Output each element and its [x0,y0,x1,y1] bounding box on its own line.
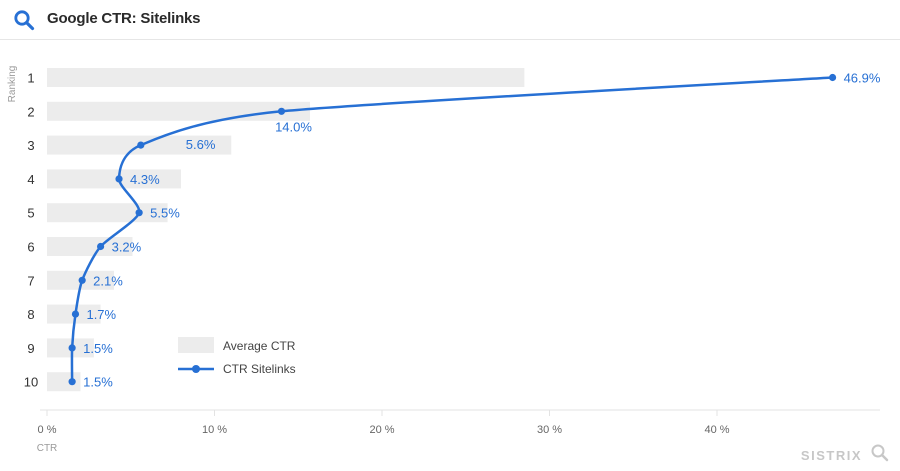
ranking-label-5: 5 [27,206,34,221]
ctr-sitelinks-point-3 [137,141,145,149]
ctr-sitelinks-label-3: 5.6% [186,137,216,152]
ranking-label-6: 6 [27,240,34,255]
ranking-label-4: 4 [27,172,34,187]
ctr-sitelinks-label-6: 3.2% [112,240,142,255]
chart-title: Google CTR: Sitelinks [47,10,201,27]
x-tick-label-0: 0 % [38,424,57,436]
ranking-label-8: 8 [27,307,34,322]
average-ctr-bar-6 [47,237,133,256]
ranking-label-2: 2 [27,104,34,119]
ctr-sitelinks-point-4 [115,175,123,183]
ranking-label-7: 7 [27,273,34,288]
chart-header: Google CTR: Sitelinks [0,0,900,40]
x-axis-title: CTR [37,443,58,454]
ranking-label-3: 3 [27,138,34,153]
legend-ctr-sitelinks-label: CTR Sitelinks [223,362,296,376]
legend-average-ctr-swatch [178,337,214,353]
legend-average-ctr-label: Average CTR [223,339,296,353]
ctr-sitelinks-point-8 [71,310,80,318]
ctr-sitelinks-label-10: 1.5% [83,375,113,390]
average-ctr-bar-1 [47,68,525,87]
x-tick-label-20: 20 % [369,424,394,436]
ranking-label-10: 10 [24,375,38,390]
y-axis-title: Ranking [7,66,18,103]
ctr-sitelinks-point-7 [78,276,86,284]
ctr-sitelinks-label-5: 5.5% [150,206,180,221]
ranking-label-9: 9 [27,341,34,356]
x-tick-label-40: 40 % [704,424,729,436]
ctr-sitelinks-label-2: 14.0% [275,119,312,134]
ctr-sitelinks-point-2 [277,107,286,115]
search-icon [14,10,35,31]
ctr-sitelinks-point-9 [68,344,76,352]
ctr-sitelinks-point-6 [97,242,105,251]
x-tick-label-30: 30 % [537,424,562,436]
ctr-sitelinks-label-4: 4.3% [130,172,160,187]
legend-ctr-sitelinks-marker [192,365,200,373]
ctr-sitelinks-label-1: 46.9% [844,71,881,86]
ctr-sitelinks-point-5 [135,209,143,217]
ctr-sitelinks-point-10 [68,378,76,386]
ctr-sitelinks-label-8: 1.7% [86,307,116,322]
ctr-sitelinks-line [70,76,833,382]
watermark-text: SISTRIX [800,448,862,463]
ctr-sitelinks-label-9: 1.5% [83,341,113,356]
sistrix-watermark: SISTRIX [801,448,884,463]
ranking-label-1: 1 [27,71,34,86]
ctr-sitelinks-label-7: 2.1% [93,273,123,288]
average-ctr-bar-4 [47,169,181,189]
ctr-sitelinks-point-1 [828,73,837,82]
watermark-search-icon [871,444,889,462]
x-tick-label-10: 10 % [202,424,227,436]
